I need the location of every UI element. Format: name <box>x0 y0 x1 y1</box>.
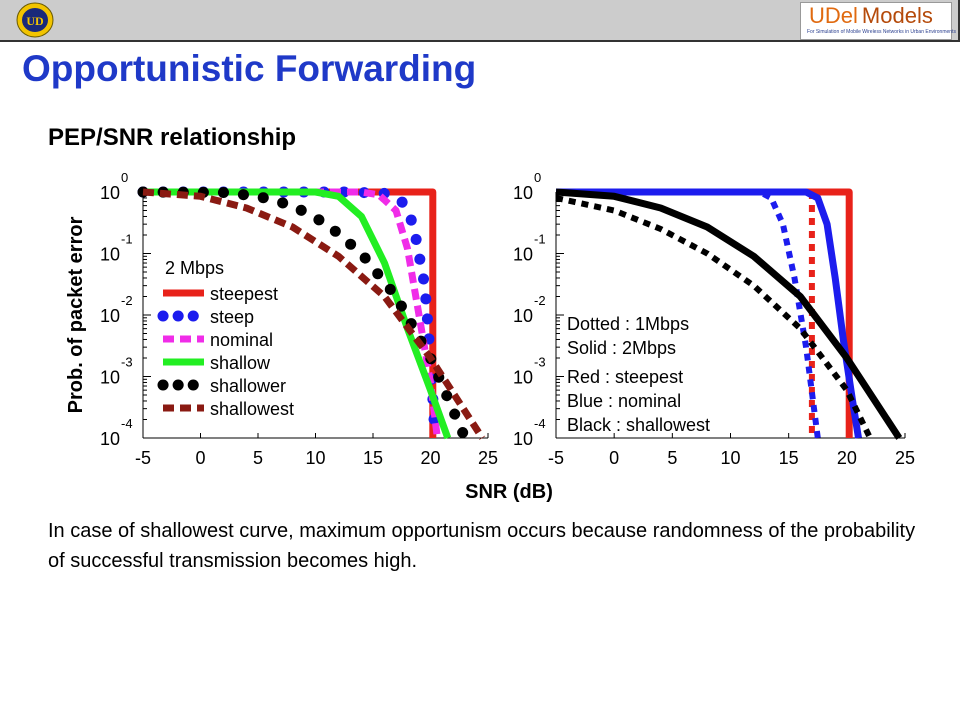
slide-title: Opportunistic Forwarding <box>22 48 477 89</box>
y-tick-label-exponent: -1 <box>534 232 546 247</box>
legend-annotation: Red : steepest <box>567 367 683 387</box>
y-tick-label-exponent: 0 <box>121 170 128 185</box>
x-tick-label: -5 <box>548 448 564 468</box>
x-tick-label: 25 <box>478 448 498 468</box>
x-tick-label: 0 <box>609 448 619 468</box>
x-tick-label: 10 <box>720 448 740 468</box>
y-tick-label-exponent: -4 <box>121 416 133 431</box>
legend-annotation: Blue : nominal <box>567 391 681 411</box>
slide-subtitle: PEP/SNR relationship <box>48 124 297 151</box>
legend-annotation: Dotted : 1Mbps <box>567 314 689 334</box>
y-tick-label-exponent: -3 <box>121 355 133 370</box>
seal-text: UD <box>26 14 44 28</box>
series-line-nominal <box>143 188 441 439</box>
legend-label: shallow <box>210 353 271 373</box>
brand-name-part2: Models <box>861 3 933 28</box>
y-tick-label-base: 10 <box>100 429 120 449</box>
y-tick-label-base: 10 <box>100 306 120 326</box>
y-tick-label-exponent: -2 <box>534 293 546 308</box>
university-seal-logo: UD <box>16 2 54 38</box>
y-tick-label-base: 10 <box>513 368 533 388</box>
udel-models-logo: UDel Models For Simulation of Mobile Wire… <box>800 2 956 40</box>
x-tick-label: 10 <box>305 448 325 468</box>
legend-label: shallower <box>210 376 286 396</box>
x-tick-label: 20 <box>837 448 857 468</box>
y-axis-title: Prob. of packet error <box>65 216 87 413</box>
y-tick-label-base: 10 <box>100 245 120 265</box>
x-tick-label: 5 <box>667 448 677 468</box>
x-axis-title: SNR (dB) <box>465 481 553 503</box>
y-tick-label-base: 10 <box>100 183 120 203</box>
legend-annotation: Black : shallowest <box>567 415 710 435</box>
y-tick-label-base: 10 <box>100 368 120 388</box>
legend-label: shallowest <box>210 399 294 419</box>
x-tick-label: 25 <box>895 448 915 468</box>
x-tick-label: 5 <box>253 448 263 468</box>
x-tick-label: -5 <box>135 448 151 468</box>
explanation-note: In case of shallowest curve, maximum opp… <box>48 520 916 572</box>
y-tick-label-exponent: 0 <box>534 170 541 185</box>
y-tick-label-exponent: -1 <box>121 232 133 247</box>
x-tick-label: 15 <box>363 448 383 468</box>
legend-label: steepest <box>210 284 278 304</box>
legend-annotation: Solid : 2Mbps <box>567 338 676 358</box>
series-line-curve-4 <box>556 189 821 439</box>
brand-name-part1: UDel <box>809 3 858 28</box>
y-tick-label-base: 10 <box>513 245 533 265</box>
x-tick-label: 15 <box>779 448 799 468</box>
y-tick-label-base: 10 <box>513 306 533 326</box>
x-tick-label: 20 <box>420 448 440 468</box>
x-tick-label: 0 <box>195 448 205 468</box>
legend-label: steep <box>210 307 254 327</box>
series-line-curve-3 <box>556 188 862 439</box>
y-tick-label-base: 10 <box>513 429 533 449</box>
y-tick-label-base: 10 <box>513 183 533 203</box>
series-line-shallow <box>143 188 452 440</box>
brand-tagline: For Simulation of Mobile Wireless Networ… <box>807 29 956 35</box>
brand-name: UDel Models <box>809 3 933 29</box>
top-banner: UD UDel Models For Simulation of Mobile W… <box>0 0 960 42</box>
y-tick-label-exponent: -3 <box>534 355 546 370</box>
legend-label: nominal <box>210 330 273 350</box>
rate-annotation: 2 Mbps <box>165 258 224 278</box>
series-line-curve-6 <box>555 195 873 440</box>
series-line-curve-5 <box>555 188 903 440</box>
y-tick-label-exponent: -2 <box>121 293 133 308</box>
y-tick-label-exponent: -4 <box>534 416 546 431</box>
